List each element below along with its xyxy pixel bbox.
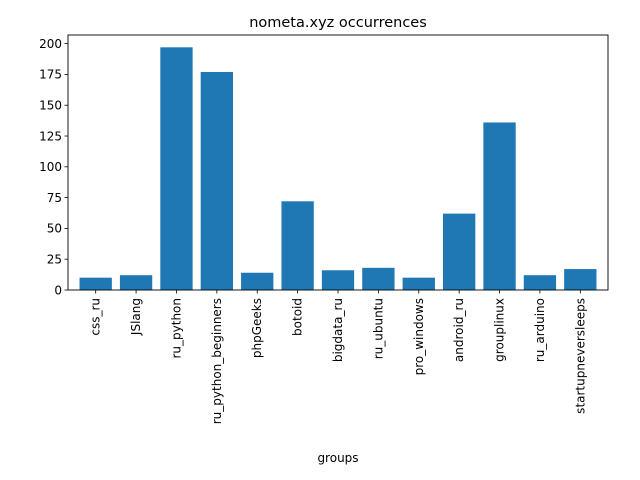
chart-title: nometa.xyz occurrences [249,15,427,31]
y-tick-label: 100 [39,160,62,174]
x-tick-label: botoid [291,298,305,336]
x-tick-label: bigdata_ru [331,298,345,362]
bar-css_ru [79,277,112,290]
y-tick-label: 50 [47,222,62,236]
y-tick-label: 200 [39,37,62,51]
y-tick-label: 75 [47,191,62,205]
x-tick-label: phpGeeks [250,298,264,358]
bar-botoid [281,201,314,290]
y-tick-label: 25 [47,253,62,267]
x-tick-label: pro_windows [412,298,426,375]
bar-bigdata_ru [321,270,355,290]
bar-ru_arduino [523,275,557,290]
x-axis: css_ru JSlang ru_python ru_python_beginners… [89,290,587,424]
y-tick-label: 125 [39,129,62,143]
x-tick-label: ru_ubuntu [371,298,385,359]
x-tick-label: ru_arduino [533,298,547,362]
bar-ru_python_beginners [200,71,233,291]
x-tick-label: android_ru [452,298,466,362]
y-axis: 0 25 50 75 100 125 150 175 200 [39,37,68,297]
bar-phpGeeks [241,272,274,290]
bar-ru_python [160,47,193,290]
y-tick-label: 0 [54,283,62,297]
x-tick-label: ru_python_beginners [210,298,224,424]
bar-startupneversleeps [564,269,597,290]
bar-pro_windows [402,277,435,290]
bars-group [79,47,597,291]
bar-ru_ubuntu [362,267,395,290]
x-axis-label: groups [317,451,358,465]
y-tick-label: 150 [39,99,62,113]
bar-grouplinux [483,122,516,291]
x-tick-label: ru_python [169,298,183,359]
x-tick-label: JSlang [129,298,143,336]
plot-frame [67,34,609,291]
bar-android_ru [443,213,476,290]
y-tick-label: 175 [39,68,62,82]
x-tick-label: startupneversleeps [573,298,587,414]
x-tick-label: css_ru [89,298,103,336]
x-tick-label: grouplinux [493,298,507,362]
bar-JSlang [119,275,153,290]
